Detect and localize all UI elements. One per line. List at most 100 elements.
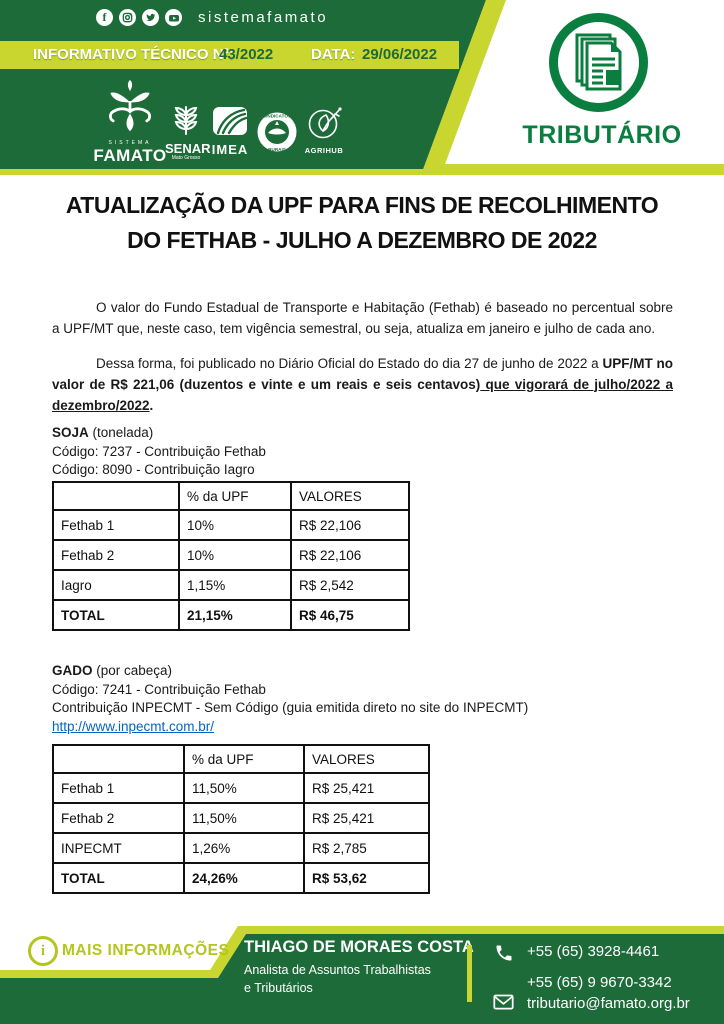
table-total-row: TOTAL 24,26% R$ 53,62 <box>52 862 430 894</box>
logo-senar: SENAR Mato Grosso <box>165 105 211 161</box>
social-handle: sistemafamato <box>198 9 329 26</box>
soja-code-iagro: Código: 8090 - Contribuição Iagro <box>52 462 255 477</box>
gado-code-fethab: Código: 7241 - Contribuição Fethab <box>52 681 266 697</box>
phone-icon <box>496 945 512 961</box>
page-title-line1: ATUALIZAÇÃO DA UPF PARA FINS DE RECOLHIM… <box>65 192 659 218</box>
table-row: Iagro 1,15% R$ 2,542 <box>52 569 410 601</box>
cell: R$ 22,106 <box>290 509 410 541</box>
youtube-icon <box>165 9 182 26</box>
paragraph-intro: O valor do Fundo Estadual de Transporte … <box>52 299 673 336</box>
logo-agrihub: AGRIHUB <box>301 106 347 155</box>
cell: Fethab 1 <box>52 772 185 804</box>
cell: TOTAL <box>52 599 180 631</box>
table-row: Fethab 1 11,50% R$ 25,421 <box>52 772 430 804</box>
email-address: tributario@famato.org.br <box>527 995 690 1012</box>
cell: Fethab 2 <box>52 539 180 571</box>
cell: 1,15% <box>178 569 292 601</box>
page-title-line2: DO FETHAB - JULHO A DEZEMBRO DE 2022 <box>127 227 597 253</box>
cell: TOTAL <box>52 862 185 894</box>
table-row: Fethab 1 10% R$ 22,106 <box>52 509 410 541</box>
cell: R$ 25,421 <box>303 772 430 804</box>
cell: 10% <box>178 539 292 571</box>
svg-text:RURAIS: RURAIS <box>268 147 286 152</box>
cell: 11,50% <box>183 772 305 804</box>
table-row: Fethab 2 11,50% R$ 25,421 <box>52 802 430 834</box>
cell: INPECMT <box>52 832 185 864</box>
soja-header-valores: VALORES <box>290 481 410 511</box>
social-row: f sistemafamato <box>96 9 328 26</box>
soja-heading: SOJA (tonelada) <box>52 425 154 440</box>
table-row: INPECMT 1,26% R$ 2,785 <box>52 832 430 864</box>
soja-header-empty <box>52 481 180 511</box>
senar-wheat-icon <box>174 106 198 135</box>
logo-senar-label: SENAR <box>165 141 211 156</box>
logo-famato-label: FAMATO <box>93 146 167 165</box>
soja-header-pct: % da UPF <box>178 481 292 511</box>
svg-text:SINDICATOS: SINDICATOS <box>263 114 291 119</box>
logo-sindicatos-rurais: SINDICATOS RURAIS <box>255 111 299 158</box>
cell: R$ 22,106 <box>290 539 410 571</box>
paragraph2-validity: que vigorará de julho/2022 a dezembro/20… <box>52 376 673 413</box>
gado-table: % da UPF VALORES Fethab 1 11,50% R$ 25,4… <box>52 744 430 894</box>
page-title: ATUALIZAÇÃO DA UPF PARA FINS DE RECOLHIM… <box>0 188 724 258</box>
soja-table-header-row: % da UPF VALORES <box>52 481 410 511</box>
date-value: 29/06/2022 <box>362 46 438 63</box>
bulletin-number: 43/2022 <box>219 46 274 63</box>
paragraph2-bold-value: UPF/MT no valor de R$ 221,06 (duzentos e… <box>52 355 673 392</box>
table-total-row: TOTAL 21,15% R$ 46,75 <box>52 599 410 631</box>
header: f sistemafamato <box>0 0 724 175</box>
cell: Fethab 2 <box>52 802 185 834</box>
documents-icon <box>549 13 648 112</box>
logo-imea-label: IMEA <box>211 142 249 157</box>
header-bottom-rule-right <box>434 164 724 175</box>
cell: 10% <box>178 509 292 541</box>
cell: 24,26% <box>183 862 305 894</box>
cell: R$ 2,785 <box>303 832 430 864</box>
footer-divider <box>467 945 472 1002</box>
logo-famato: SISTEMA FAMATO <box>90 78 170 164</box>
cell: R$ 46,75 <box>290 599 410 631</box>
sindicatos-rurais-badge-icon: SINDICATOS RURAIS <box>257 112 297 152</box>
gado-table-header-row: % da UPF VALORES <box>52 744 430 774</box>
paragraph2-start: Dessa forma, foi publicado no Diário Ofi… <box>96 355 603 371</box>
instagram-icon <box>119 9 136 26</box>
contact-name: THIAGO DE MORAES COSTA <box>244 938 474 956</box>
cell: Fethab 1 <box>52 509 180 541</box>
agrihub-leaf-icon <box>308 107 342 139</box>
gado-heading: GADO (por cabeça) <box>52 663 173 678</box>
more-info-label: MAIS INFORMAÇÕES <box>62 942 230 959</box>
table-row: Fethab 2 10% R$ 22,106 <box>52 539 410 571</box>
paragraph2-tail: . <box>149 397 154 413</box>
date-label: DATA: <box>311 46 356 63</box>
logo-strip: SISTEMA FAMATO SENAR Mato Gross <box>0 75 460 170</box>
email-icon <box>493 994 514 1010</box>
facebook-icon: f <box>96 9 113 26</box>
cell: R$ 25,421 <box>303 802 430 834</box>
inpecmt-link[interactable]: http://www.inpecmt.com.br/ <box>52 718 215 734</box>
cell: 1,26% <box>183 832 305 864</box>
famato-plant-cattle-icon <box>109 79 151 132</box>
section-gado: GADO (por cabeça) Código: 7241 - Contrib… <box>52 662 528 736</box>
cell: Iagro <box>52 569 180 601</box>
category-label: TRIBUTÁRIO <box>522 121 682 149</box>
phone-number-1: +55 (65) 3928-4461 <box>527 943 660 960</box>
contact-role-line1: Analista de Assuntos Trabalhistas <box>244 963 431 977</box>
header-bottom-rule-left <box>0 169 441 175</box>
logo-imea: IMEA <box>209 106 251 156</box>
footer: i MAIS INFORMAÇÕES THIAGO DE MORAES COST… <box>0 905 724 1024</box>
contact-role-line2: e Tributários <box>244 981 313 995</box>
logo-famato-system: SISTEMA <box>108 140 152 146</box>
twitter-icon <box>142 9 159 26</box>
bulletin-label: INFORMATIVO TÉCNICO Nº: <box>33 46 235 63</box>
gado-header-valores: VALORES <box>303 744 430 774</box>
cell: 11,50% <box>183 802 305 834</box>
info-icon: i <box>28 936 58 966</box>
gado-header-pct: % da UPF <box>183 744 305 774</box>
logo-agrihub-label: AGRIHUB <box>304 146 344 155</box>
paragraph-upf-value: Dessa forma, foi publicado no Diário Ofi… <box>52 353 673 416</box>
bulletin-banner: INFORMATIVO TÉCNICO Nº: 43/2022 DATA: 29… <box>0 41 459 69</box>
soja-table: % da UPF VALORES Fethab 1 10% R$ 22,106 … <box>52 481 410 631</box>
gado-inpecmt-note: Contribuição INPECMT - Sem Código (guia … <box>52 700 529 715</box>
gado-header-empty <box>52 744 185 774</box>
